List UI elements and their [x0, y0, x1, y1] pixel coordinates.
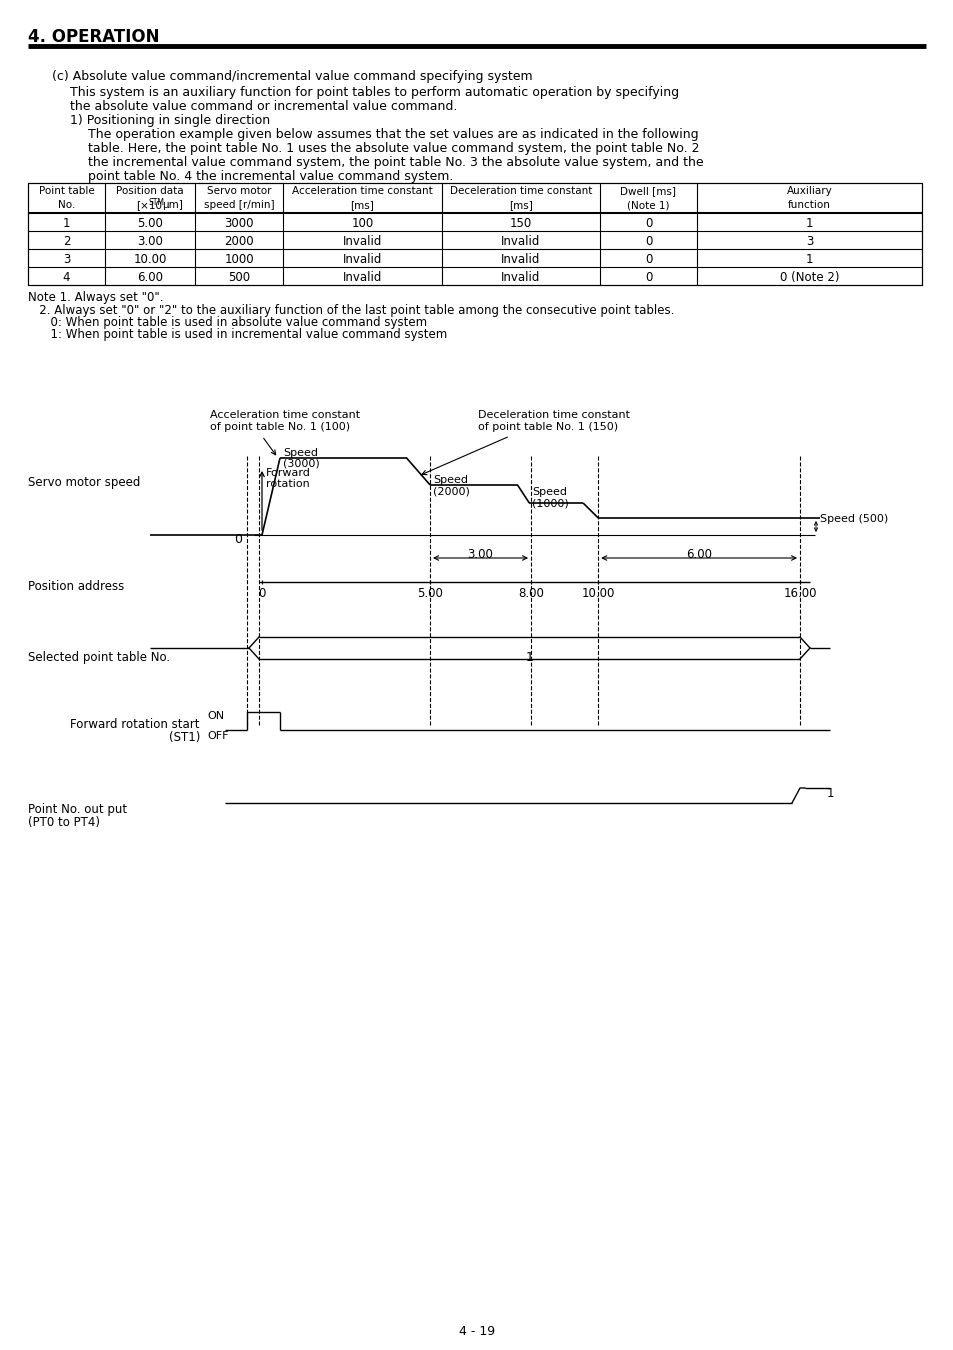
Text: Speed: Speed [283, 448, 317, 458]
Text: The operation example given below assumes that the set values are as indicated i: The operation example given below assume… [88, 128, 698, 140]
Text: 100: 100 [351, 217, 374, 230]
Text: 6.00: 6.00 [685, 548, 711, 562]
Text: 3: 3 [805, 235, 812, 248]
Bar [28, 184, 921, 285]
Text: of point table No. 1 (150): of point table No. 1 (150) [477, 423, 618, 432]
Text: Invalid: Invalid [500, 235, 540, 248]
Text: Servo motor: Servo motor [207, 186, 271, 196]
Text: STM: STM [149, 198, 165, 207]
Text: 3.00: 3.00 [467, 548, 493, 562]
Text: point table No. 4 the incremental value command system.: point table No. 4 the incremental value … [88, 170, 453, 184]
Text: No.: No. [58, 200, 75, 211]
Text: [ms]: [ms] [350, 200, 374, 211]
Text: Speed: Speed [433, 475, 468, 485]
Text: 0: 0 [644, 217, 652, 230]
Text: Forward rotation start: Forward rotation start [71, 718, 200, 730]
Text: Speed: Speed [532, 487, 567, 497]
Text: [ms]: [ms] [509, 200, 533, 211]
Text: 1: 1 [525, 651, 533, 664]
Text: 0: 0 [644, 235, 652, 248]
Text: speed [r/min]: speed [r/min] [204, 200, 274, 211]
Text: Deceleration time constant: Deceleration time constant [477, 410, 629, 420]
Text: 0: When point table is used in absolute value command system: 0: When point table is used in absolute … [28, 316, 427, 329]
Text: 3: 3 [63, 252, 71, 266]
Text: 1: 1 [805, 252, 812, 266]
Text: Acceleration time constant: Acceleration time constant [292, 186, 433, 196]
Text: Auxiliary: Auxiliary [786, 186, 832, 196]
Text: 8.00: 8.00 [517, 587, 543, 599]
Text: the absolute value command or incremental value command.: the absolute value command or incrementa… [70, 100, 456, 113]
Text: μm]: μm] [162, 200, 183, 211]
Text: Invalid: Invalid [342, 252, 382, 266]
Text: Invalid: Invalid [342, 271, 382, 284]
Text: Selected point table No.: Selected point table No. [28, 651, 170, 664]
Text: Servo motor speed: Servo motor speed [28, 477, 140, 489]
Text: Dwell [ms]: Dwell [ms] [619, 186, 676, 196]
Text: 3.00: 3.00 [137, 235, 163, 248]
Text: 10.00: 10.00 [581, 587, 615, 599]
Text: 4 - 19: 4 - 19 [458, 1324, 495, 1338]
Text: (Note 1): (Note 1) [626, 200, 669, 211]
Text: of point table No. 1 (100): of point table No. 1 (100) [210, 423, 350, 432]
Text: (ST1): (ST1) [169, 730, 200, 744]
Text: 5.00: 5.00 [137, 217, 163, 230]
Text: rotation: rotation [266, 479, 310, 489]
Text: (PT0 to PT4): (PT0 to PT4) [28, 815, 100, 829]
Text: 0: 0 [233, 533, 242, 545]
Text: 150: 150 [509, 217, 532, 230]
Text: the incremental value command system, the point table No. 3 the absolute value s: the incremental value command system, th… [88, 157, 703, 169]
Text: 0: 0 [258, 587, 265, 599]
Text: 3000: 3000 [224, 217, 253, 230]
Text: Invalid: Invalid [500, 252, 540, 266]
Text: 6.00: 6.00 [137, 271, 163, 284]
Text: 1: 1 [63, 217, 71, 230]
Text: 2000: 2000 [224, 235, 253, 248]
Text: (1000): (1000) [532, 498, 569, 508]
Text: 1: When point table is used in incremental value command system: 1: When point table is used in increment… [28, 328, 447, 342]
Text: 4. OPERATION: 4. OPERATION [28, 28, 159, 46]
Text: 1: 1 [825, 787, 833, 801]
Text: Point No. out put: Point No. out put [28, 803, 127, 815]
Text: 10.00: 10.00 [133, 252, 167, 266]
Text: 0: 0 [644, 252, 652, 266]
Text: ON: ON [207, 711, 224, 721]
Text: 0 (Note 2): 0 (Note 2) [779, 271, 839, 284]
Text: Note 1. Always set "0".: Note 1. Always set "0". [28, 292, 163, 304]
Text: Deceleration time constant: Deceleration time constant [450, 186, 592, 196]
Text: Position address: Position address [28, 580, 124, 593]
Text: [×10: [×10 [136, 200, 162, 211]
Text: 2. Always set "0" or "2" to the auxiliary function of the last point table among: 2. Always set "0" or "2" to the auxiliar… [28, 304, 674, 317]
Text: (3000): (3000) [283, 459, 319, 468]
Text: 0: 0 [644, 271, 652, 284]
Text: 4: 4 [63, 271, 71, 284]
Text: Forward: Forward [266, 468, 311, 478]
Text: 1000: 1000 [224, 252, 253, 266]
Text: Acceleration time constant: Acceleration time constant [210, 410, 359, 420]
Text: This system is an auxiliary function for point tables to perform automatic opera: This system is an auxiliary function for… [70, 86, 679, 99]
Text: 500: 500 [228, 271, 250, 284]
Text: function: function [787, 200, 830, 211]
Text: OFF: OFF [207, 730, 229, 741]
Text: 2: 2 [63, 235, 71, 248]
Text: 5.00: 5.00 [416, 587, 442, 599]
Text: 1: 1 [805, 217, 812, 230]
Text: 1) Positioning in single direction: 1) Positioning in single direction [70, 113, 270, 127]
Text: Position data: Position data [116, 186, 184, 196]
Text: (c) Absolute value command/incremental value command specifying system: (c) Absolute value command/incremental v… [52, 70, 532, 82]
Text: (2000): (2000) [433, 486, 470, 495]
Text: Invalid: Invalid [500, 271, 540, 284]
Text: Invalid: Invalid [342, 235, 382, 248]
Text: table. Here, the point table No. 1 uses the absolute value command system, the p: table. Here, the point table No. 1 uses … [88, 142, 699, 155]
Text: 16.00: 16.00 [782, 587, 816, 599]
Text: Point table: Point table [38, 186, 94, 196]
Text: Speed (500): Speed (500) [820, 514, 887, 524]
